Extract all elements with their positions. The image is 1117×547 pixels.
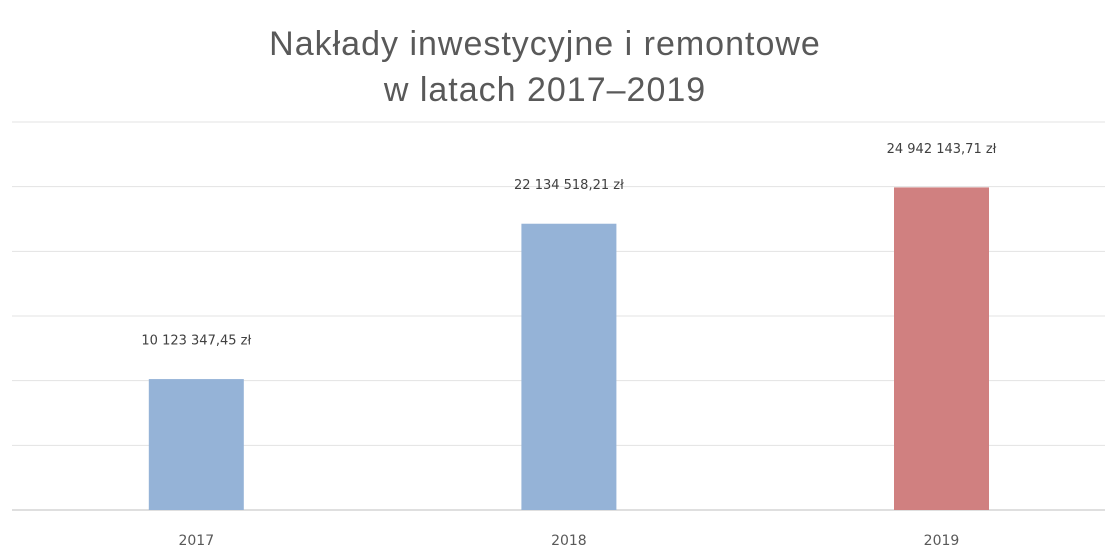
chart-title: w latach 2017–2019	[383, 71, 706, 109]
x-tick-label: 2018	[551, 533, 587, 547]
x-tick-label: 2019	[924, 533, 960, 547]
bar	[521, 223, 617, 510]
chart-title: Nakłady inwestycyjne i remontowe	[269, 25, 821, 63]
bar	[148, 379, 244, 510]
x-tick-label: 2017	[178, 533, 214, 547]
data-label: 24 942 143,71 zł	[887, 142, 997, 157]
data-label: 22 134 518,21 zł	[514, 178, 624, 193]
bar	[894, 187, 989, 510]
data-label: 10 123 347,45 zł	[141, 334, 251, 349]
